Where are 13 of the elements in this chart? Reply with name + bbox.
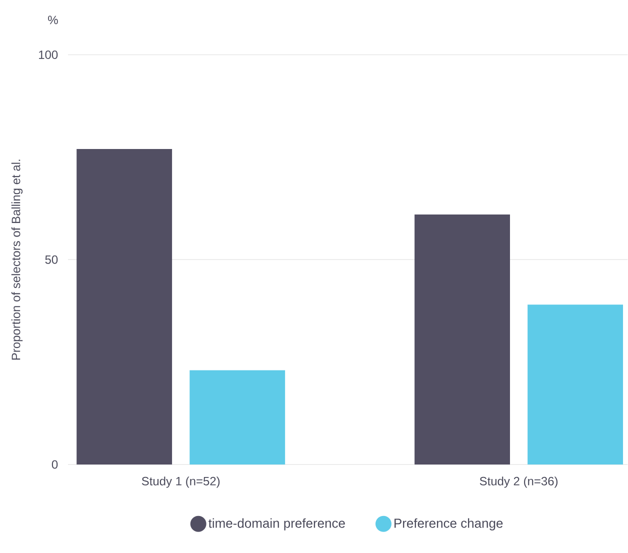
x-tick-label: Study 2 (n=36) bbox=[480, 476, 558, 488]
legend-label: time-domain preference bbox=[208, 518, 345, 531]
legend-label: Preference change bbox=[394, 518, 503, 531]
text: % bbox=[48, 16, 58, 24]
bar bbox=[76, 149, 172, 465]
y-axis-title: Proportion of selectors of Balling et al. bbox=[11, 160, 23, 360]
y-tick-label: 100 bbox=[39, 50, 58, 60]
x-tick-label: Study 1 (n=52) bbox=[142, 476, 220, 488]
bar bbox=[190, 370, 286, 465]
y-tick-label: 0 bbox=[52, 460, 58, 469]
y-tick-label: 50 bbox=[45, 256, 58, 264]
bar bbox=[528, 304, 624, 465]
bar bbox=[414, 214, 510, 465]
